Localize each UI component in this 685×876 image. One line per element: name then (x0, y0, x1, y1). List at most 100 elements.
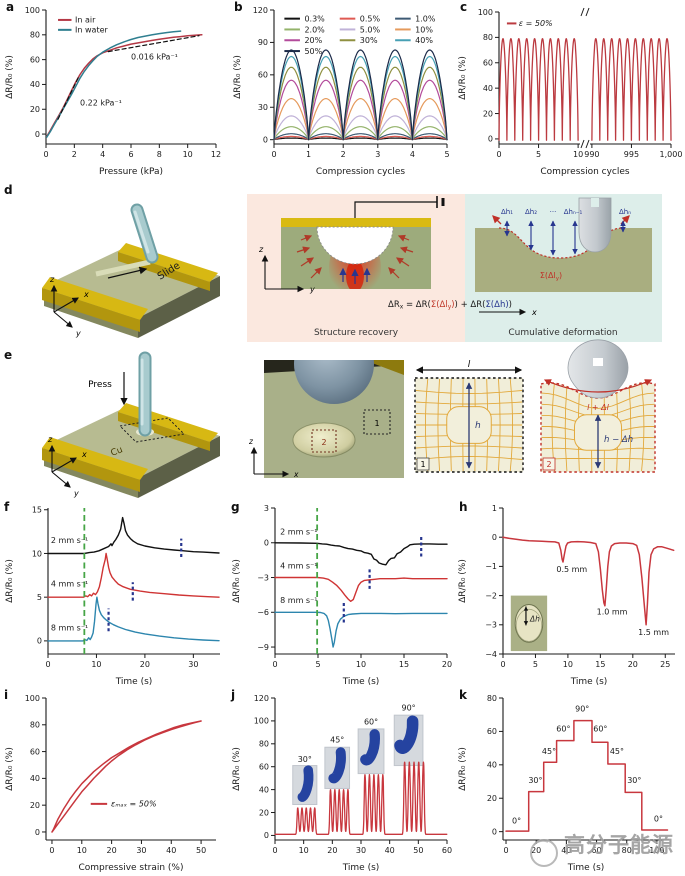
svg-text:0: 0 (263, 135, 268, 144)
svg-text:10: 10 (299, 846, 309, 855)
svg-text:120: 120 (254, 694, 269, 703)
svg-text:15: 15 (399, 660, 409, 669)
svg-text:0: 0 (45, 660, 50, 669)
formula-sigma-dl-close: ) (451, 300, 455, 310)
resistance-formula: ΔRx = ΔR(Σ(Δly)) + ΔR(Σ(Δh)) (388, 300, 512, 311)
corner-tag-2 (542, 457, 556, 471)
photo-gold-wedge (364, 360, 404, 375)
svg-text:80: 80 (483, 33, 493, 42)
svg-text:Time (s): Time (s) (567, 863, 605, 873)
svg-text:In air: In air (75, 16, 96, 25)
axis-z-label: z (248, 437, 254, 446)
structure-recovery-label: Structure recovery (314, 328, 399, 338)
svg-text:45°: 45° (610, 747, 624, 756)
svg-text:80: 80 (30, 721, 40, 730)
svg-text:10: 10 (573, 150, 583, 159)
region-box-1 (363, 409, 391, 435)
sigma-sub: y (556, 276, 560, 282)
svg-text:60: 60 (259, 763, 269, 772)
axis-y-arrow (53, 311, 73, 328)
region-box-2 (311, 429, 337, 453)
chart-durability: 0 20 40 60 80 100 0 5 10 990 995 1,000 Compression c… (458, 7, 682, 177)
svg-text:0: 0 (492, 533, 497, 542)
svg-text:0: 0 (500, 660, 505, 669)
recovery-arrow (388, 267, 400, 279)
svg-text:−3: −3 (485, 621, 497, 630)
svg-text:3: 3 (264, 504, 269, 513)
electrode-back-top (118, 243, 218, 282)
panel-label-c: c (460, 0, 468, 14)
width-label: l (468, 360, 471, 370)
svg-text:0: 0 (35, 828, 40, 837)
internal-void (293, 423, 355, 457)
sensor-side-face (138, 436, 220, 498)
panel-label-b: b (234, 0, 243, 14)
svg-text:1.0 mm: 1.0 mm (597, 608, 628, 617)
deformed-body (475, 228, 652, 292)
indenter-sphere (567, 339, 629, 399)
axis-x-arrow (51, 457, 77, 473)
formula-sigma-dl: Σ(Δl (430, 300, 448, 310)
svg-text:20: 20 (442, 660, 452, 669)
svg-text:0°: 0° (512, 816, 521, 825)
svg-text:0: 0 (35, 130, 40, 139)
svg-text:100: 100 (478, 8, 493, 17)
svg-text:0: 0 (496, 150, 501, 159)
svg-text:0: 0 (272, 660, 277, 669)
svg-text:60°: 60° (593, 724, 607, 733)
svg-text:30: 30 (136, 846, 146, 855)
svg-text:Time (s): Time (s) (115, 677, 153, 687)
corner-tag-1 (416, 457, 430, 471)
dhn-label: Δhₙ (619, 208, 631, 216)
void-pore (316, 226, 394, 265)
chart-finger-bending: 0 20 40 60 80 100 120 0 10 20 30 40 50 60 Time (s) ΔR/R… (232, 694, 452, 873)
svg-text:30: 30 (258, 103, 268, 112)
indenter-tip (578, 197, 612, 253)
svg-text:10: 10 (356, 660, 366, 669)
svg-text:40%: 40% (415, 36, 433, 45)
panel-label-i: i (4, 688, 9, 702)
dh2-label: Δh₂ (525, 208, 537, 216)
formula-sub-x: x (399, 303, 404, 311)
panel-label-g: g (231, 500, 240, 514)
svg-text:3: 3 (375, 150, 380, 159)
fem-mesh (416, 379, 522, 471)
svg-text:20: 20 (628, 660, 638, 669)
svg-text:60°: 60° (556, 724, 570, 733)
watermark-logo (530, 839, 558, 867)
diagram-structure-recovery: z y Structure recovery (247, 194, 465, 342)
svg-text:1.0%: 1.0% (415, 14, 436, 23)
svg-text:5: 5 (37, 593, 42, 602)
axis-y-label: y (309, 285, 315, 294)
corner-2-label: 2 (546, 460, 551, 469)
recovery-arrow (310, 267, 322, 279)
panel-label-a: a (6, 0, 15, 14)
svg-text:40: 40 (561, 846, 571, 855)
axis-x-label: x (83, 290, 89, 299)
press-label: Press (88, 380, 112, 390)
svg-text:10: 10 (77, 846, 87, 855)
svg-text:ε = 50%: ε = 50% (519, 19, 553, 28)
svg-text:1.5 mm: 1.5 mm (638, 628, 669, 637)
formula-close: ) (508, 300, 512, 310)
svg-text:2: 2 (72, 150, 77, 159)
svg-text:60: 60 (442, 846, 452, 855)
slider-rod-highlight (133, 210, 150, 254)
axis-z-label: z (258, 245, 264, 254)
svg-text:0°: 0° (654, 815, 663, 824)
svg-text:Time (s): Time (s) (342, 863, 380, 873)
svg-text:0.3%: 0.3% (304, 14, 325, 23)
svg-text:ΔR/R₀ (%): ΔR/R₀ (%) (458, 56, 468, 100)
void-rim (292, 422, 356, 458)
svg-text:100: 100 (25, 694, 40, 703)
watermark-text: 高分子能源 (564, 833, 674, 857)
diagram-crosssection-photo: 1 2 z x (248, 360, 404, 479)
svg-text:50: 50 (196, 846, 206, 855)
svg-text:4 mm s⁻¹: 4 mm s⁻¹ (51, 580, 88, 589)
electrode-front-face (42, 288, 140, 332)
axis-y-arrow (51, 471, 71, 488)
formula-dr: ΔR (388, 300, 400, 310)
svg-text:60°: 60° (364, 717, 378, 726)
svg-text:20: 20 (531, 846, 541, 855)
